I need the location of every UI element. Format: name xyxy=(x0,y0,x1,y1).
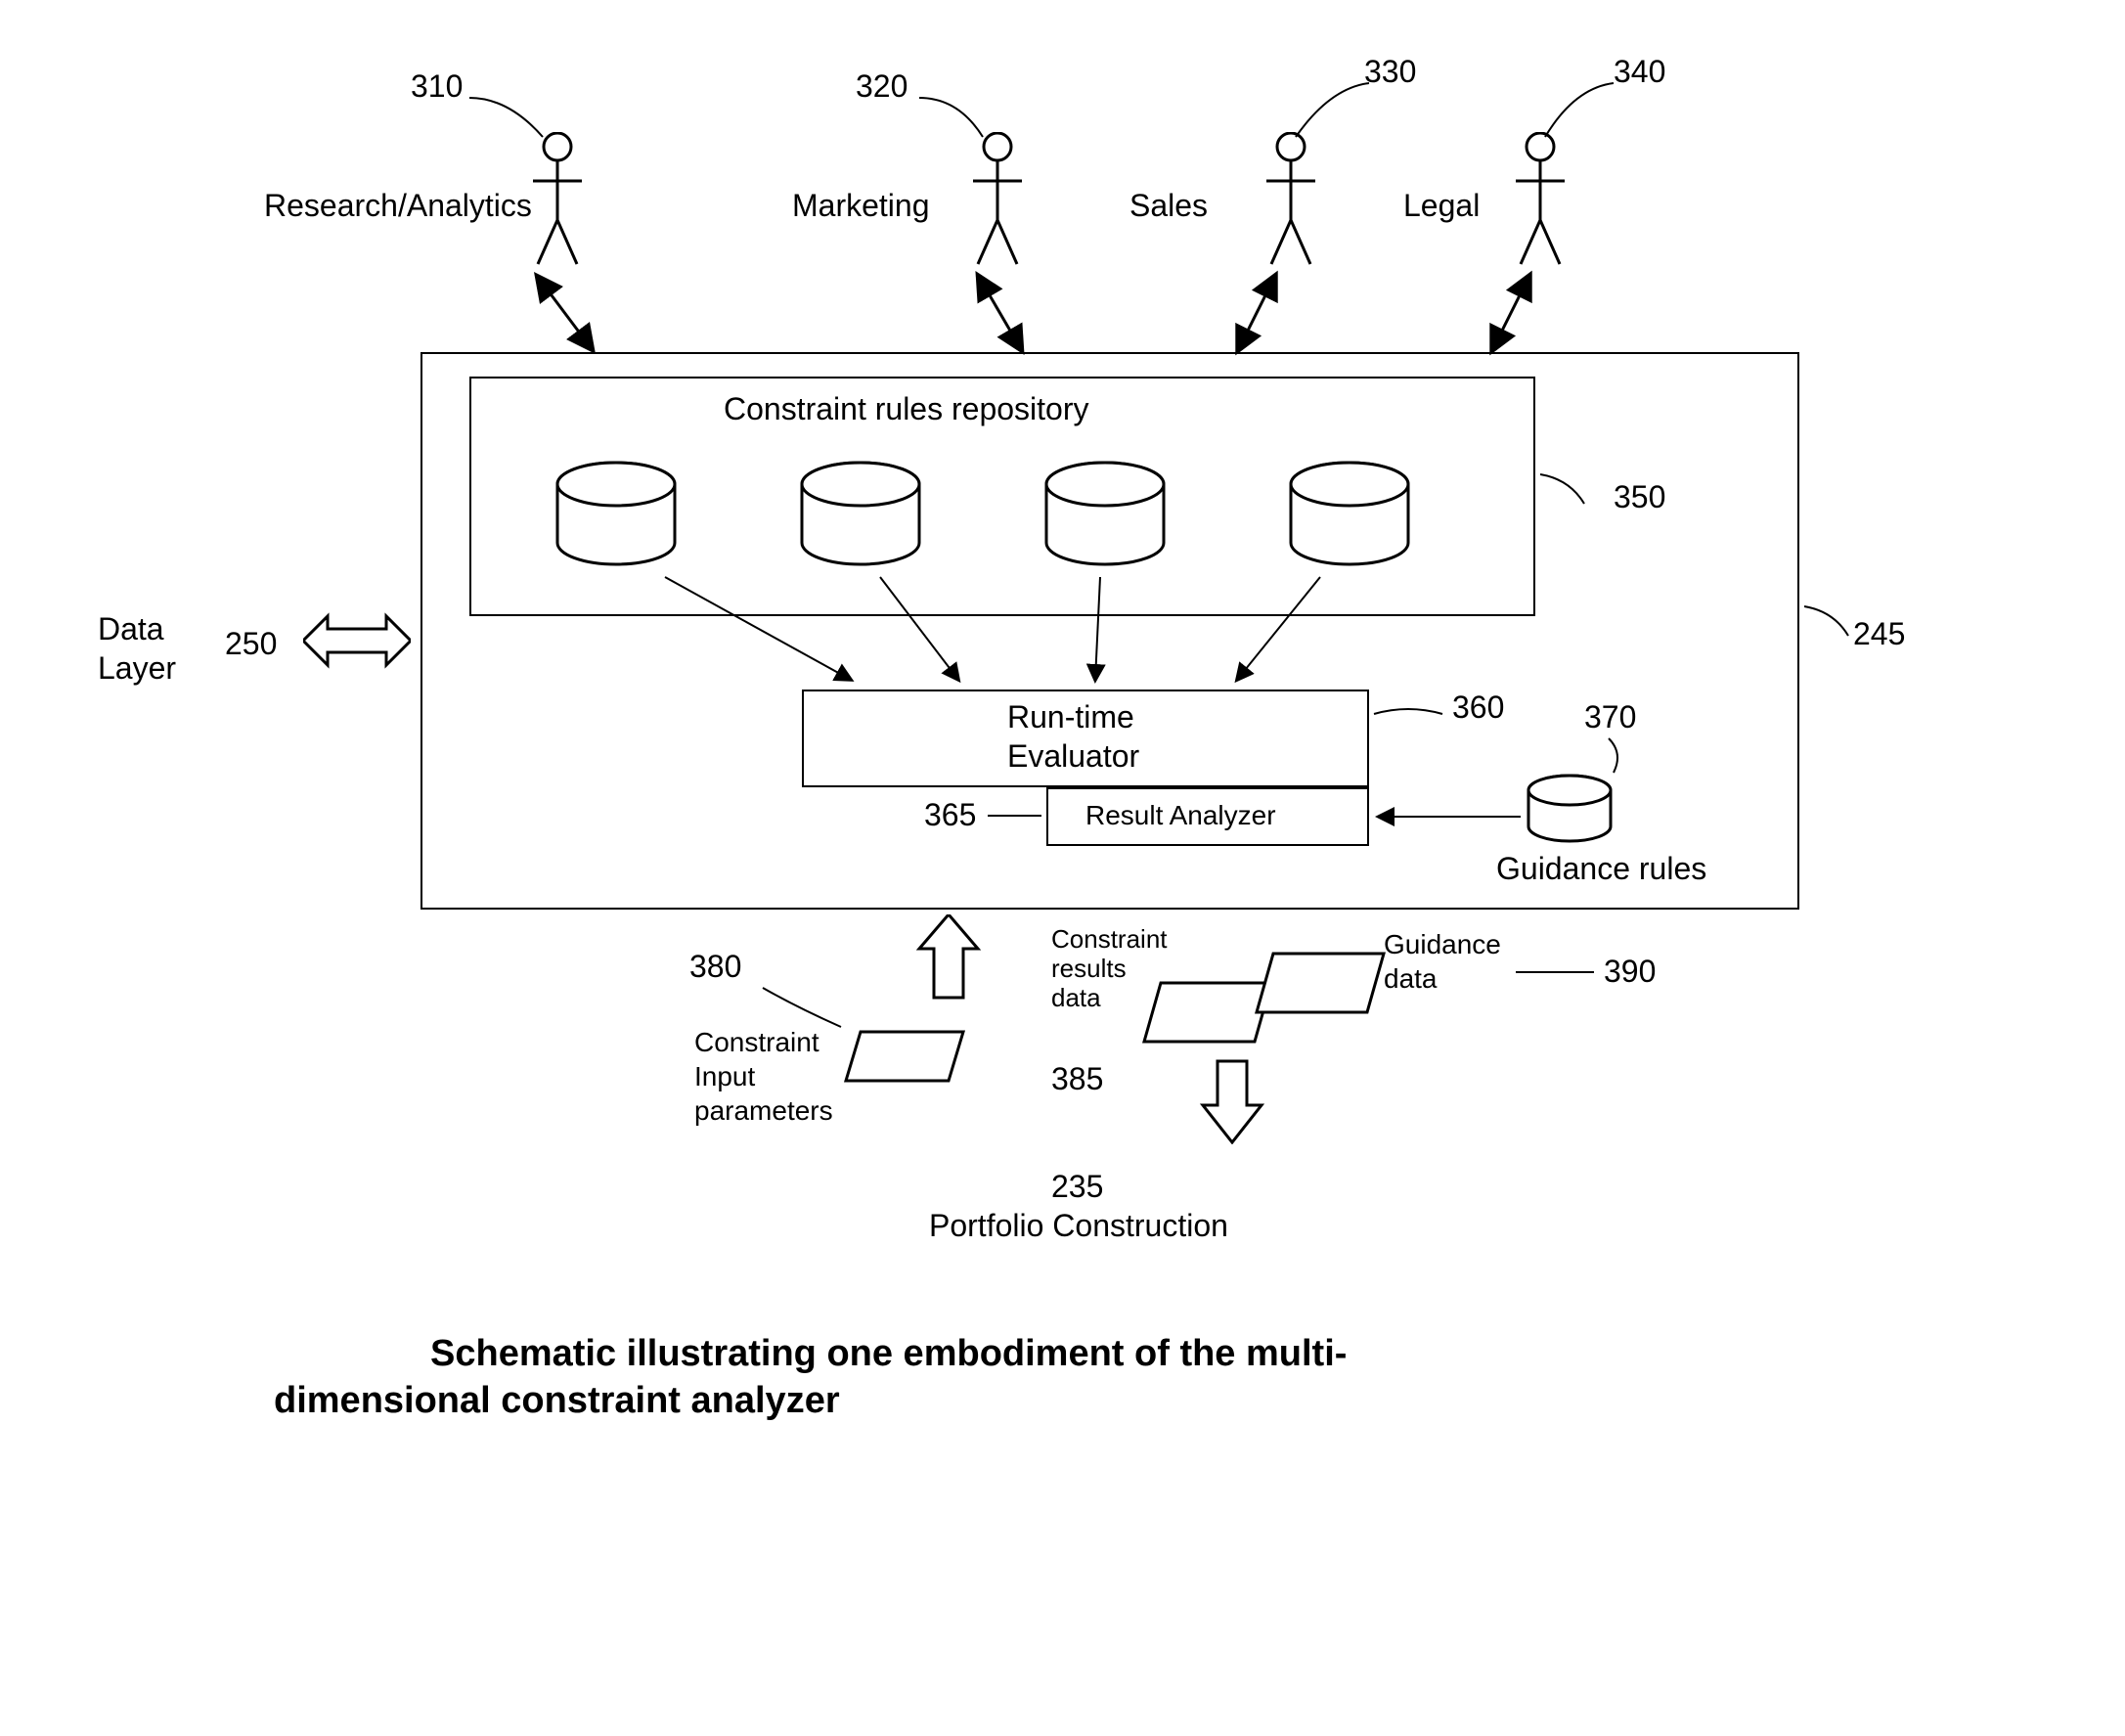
guidance-data-label1: Guidance xyxy=(1384,929,1501,960)
up-arrow-to-evaluator xyxy=(914,914,983,1002)
constraint-input-leader xyxy=(758,983,846,1032)
guidance-data-leader xyxy=(1516,971,1594,973)
constraint-input-label2: Input xyxy=(694,1061,755,1092)
guidance-data-num: 390 xyxy=(1604,954,1656,990)
constraint-results-label2: results xyxy=(1051,954,1127,984)
guidance-rules-num-leader xyxy=(1604,734,1643,778)
evaluator-label1: Run-time xyxy=(1007,699,1134,735)
guidance-data-shape xyxy=(1252,949,1389,1017)
down-arrow-to-portfolio xyxy=(1198,1056,1266,1144)
result-analyzer-num: 365 xyxy=(924,797,976,833)
constraint-results-label3: data xyxy=(1051,983,1101,1013)
portfolio-label: Portfolio Construction xyxy=(929,1208,1228,1244)
guidance-rules-label: Guidance rules xyxy=(1496,851,1706,887)
constraint-input-label3: parameters xyxy=(694,1095,833,1127)
guidance-data-label2: data xyxy=(1384,963,1438,995)
constraint-results-label1: Constraint xyxy=(1051,924,1168,955)
result-analyzer-label: Result Analyzer xyxy=(1085,800,1276,831)
constraint-input-shape xyxy=(841,1027,968,1086)
evaluator-num: 360 xyxy=(1452,690,1504,726)
result-analyzer-leader xyxy=(988,815,1041,817)
evaluator-label2: Evaluator xyxy=(1007,738,1139,775)
guidance-rules-num: 370 xyxy=(1584,699,1636,735)
guidance-rules-cylinder xyxy=(1521,773,1618,856)
guidance-to-analyzer-arrow xyxy=(1369,802,1526,831)
portfolio-num: 235 xyxy=(1051,1169,1103,1205)
evaluator-num-leader xyxy=(1369,699,1447,729)
caption-line1: Schematic illustrating one embodiment of… xyxy=(430,1330,1347,1378)
constraint-input-num: 380 xyxy=(689,949,741,985)
caption-line2: dimensional constraint analyzer xyxy=(274,1377,840,1425)
constraint-results-num: 385 xyxy=(1051,1061,1103,1097)
